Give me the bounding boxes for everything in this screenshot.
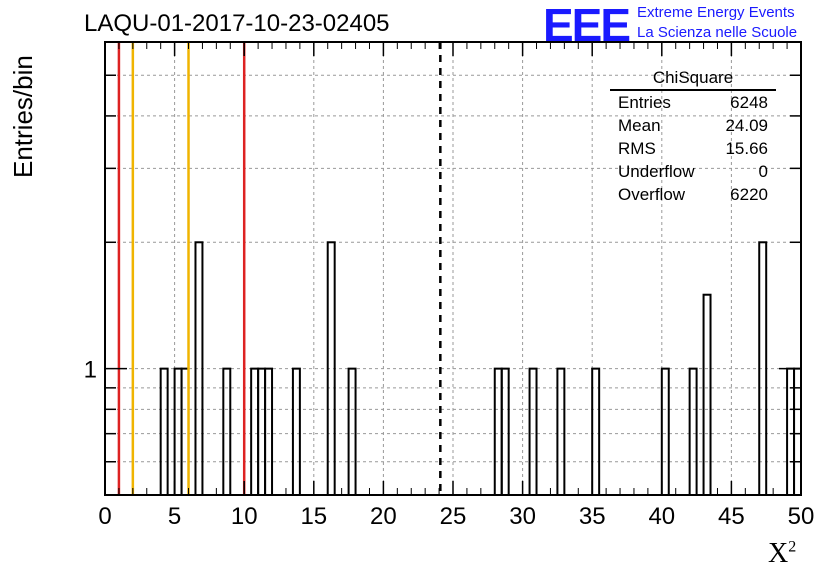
x-axis-label: X2 [768, 538, 797, 569]
x-tick-label: 0 [98, 503, 111, 530]
stat-label: Underflow [618, 162, 695, 181]
x-tick-label: 5 [168, 503, 181, 530]
x-tick-label: 15 [300, 503, 327, 530]
chart-title: LAQU-01-2017-10-23-02405 [84, 10, 390, 37]
stat-value: 0 [758, 162, 768, 181]
y-axis-label: Entries/bin [8, 55, 38, 178]
x-tick-label: 25 [440, 503, 467, 530]
stats-box: ChiSquare Entries 6248 Mean 24.09 RMS 15.66… [610, 68, 778, 206]
histogram [159, 241, 802, 497]
stat-label: Overflow [618, 185, 686, 204]
stats-title: ChiSquare [610, 68, 776, 91]
axis-ticks [104, 42, 802, 495]
stat-value: 6220 [730, 185, 768, 204]
stat-label: RMS [618, 139, 656, 158]
stat-row-underflow: Underflow 0 [610, 160, 778, 183]
x-tick-label: 30 [509, 503, 536, 530]
histogram-bin [702, 293, 712, 497]
x-tick-label: 45 [718, 503, 745, 530]
x-tick-label: 20 [370, 503, 397, 530]
x-tick-label: 50 [788, 503, 815, 530]
stat-row-entries: Entries 6248 [610, 91, 778, 114]
stat-label: Entries [618, 93, 671, 112]
stat-value: 24.09 [725, 116, 768, 135]
stat-row-overflow: Overflow 6220 [610, 183, 778, 206]
stat-row-rms: RMS 15.66 [610, 137, 778, 160]
y-tick-label: 1 [84, 357, 97, 384]
eee-logo: EEE [543, 0, 631, 51]
x-tick-label: 40 [648, 503, 675, 530]
logo-line-2: La Scienza nelle Scuole [637, 24, 798, 41]
grid [105, 42, 801, 495]
x-tick-label: 10 [231, 503, 258, 530]
logo-line-1: Extreme Energy Events [637, 4, 795, 21]
stat-value: 6248 [730, 93, 768, 112]
stat-label: Mean [618, 116, 661, 135]
stat-value: 15.66 [725, 139, 768, 158]
tick-labels: 0 5 10 15 20 25 30 35 40 45 50 1 [84, 357, 815, 530]
x-tick-label: 35 [579, 503, 606, 530]
marker-lines [117, 42, 442, 495]
stat-row-mean: Mean 24.09 [610, 114, 778, 137]
